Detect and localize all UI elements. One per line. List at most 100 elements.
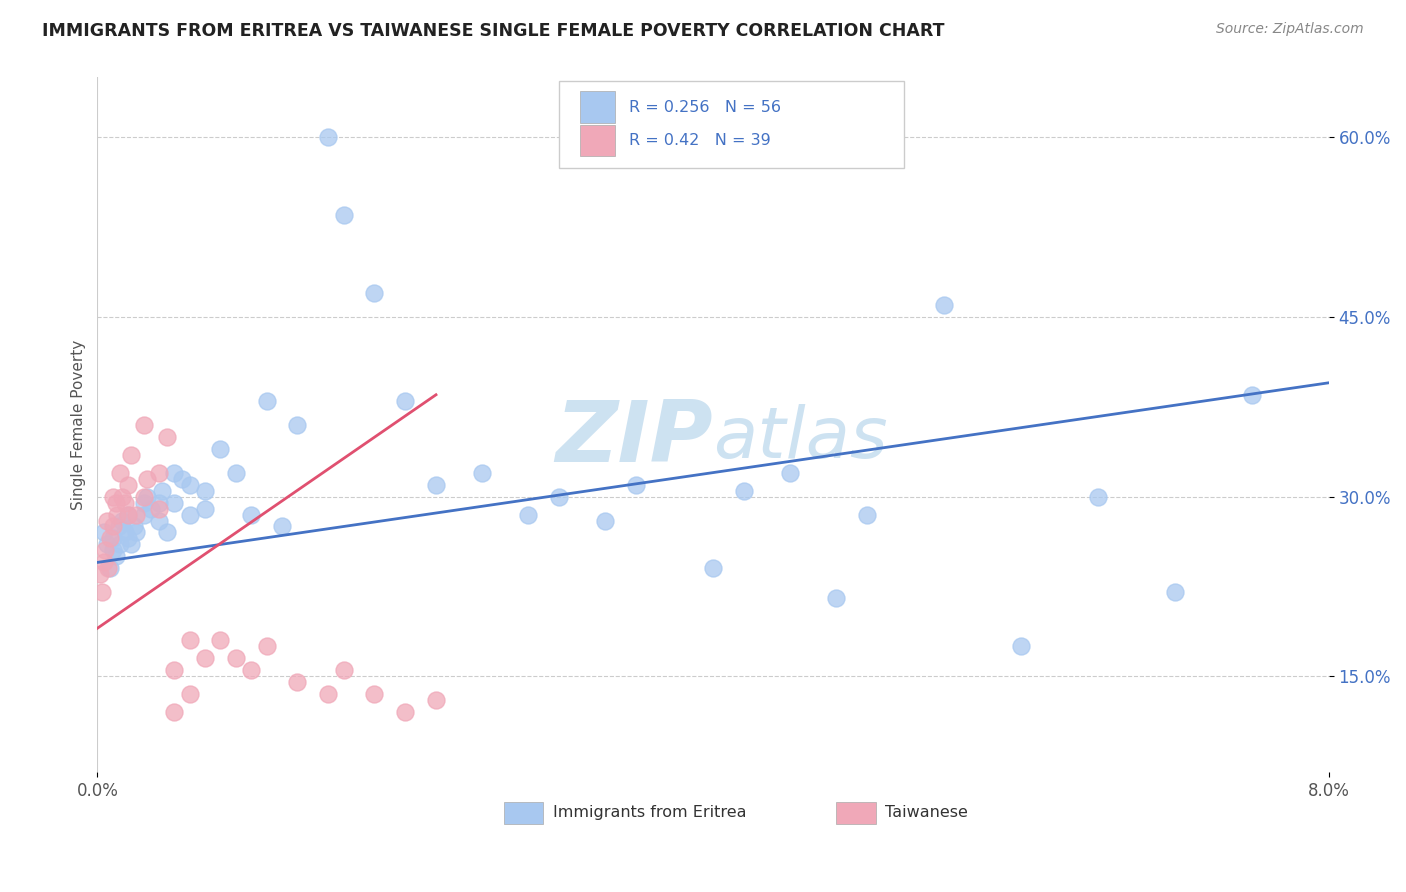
Point (101, 519, 124, 533)
Point (209, 442, 232, 456)
Point (825, 591, 848, 606)
Point (240, 663, 263, 677)
Point (702, 561, 724, 575)
Point (163, 495, 186, 509)
Point (93, 525, 115, 540)
Point (111, 514, 134, 528)
Point (170, 472, 193, 486)
Point (101, 543, 124, 558)
Point (316, 130, 339, 145)
Point (94, 543, 117, 558)
Point (132, 490, 155, 504)
Point (332, 208, 354, 222)
Point (96, 514, 118, 528)
Point (96, 537, 118, 551)
Point (148, 501, 170, 516)
Text: Taiwanese: Taiwanese (886, 805, 969, 821)
Point (105, 508, 128, 522)
Point (93, 556, 115, 570)
Point (111, 490, 134, 504)
Y-axis label: Single Female Poverty: Single Female Poverty (72, 340, 86, 510)
Point (394, 705, 416, 719)
Point (517, 508, 540, 522)
Point (194, 651, 217, 665)
Point (225, 651, 247, 665)
Point (132, 495, 155, 509)
Point (394, 393, 416, 408)
Point (108, 519, 131, 533)
Point (141, 501, 163, 516)
Point (114, 525, 136, 540)
Point (114, 495, 136, 509)
Point (332, 663, 354, 677)
Point (425, 693, 447, 707)
Point (225, 466, 247, 480)
Point (156, 525, 179, 540)
Point (125, 508, 148, 522)
Text: ZIP: ZIP (555, 397, 713, 480)
Point (132, 417, 155, 432)
Point (156, 430, 179, 444)
Text: R = 0.42   N = 39: R = 0.42 N = 39 (630, 133, 770, 148)
Point (256, 393, 278, 408)
Point (98, 532, 121, 546)
Point (97, 561, 120, 575)
Point (125, 525, 148, 540)
Point (101, 532, 124, 546)
Point (256, 639, 278, 653)
Text: IMMIGRANTS FROM ERITREA VS TAIWANESE SINGLE FEMALE POVERTY CORRELATION CHART: IMMIGRANTS FROM ERITREA VS TAIWANESE SIN… (42, 22, 945, 40)
Point (179, 508, 201, 522)
Point (209, 633, 232, 648)
Point (179, 477, 201, 491)
Point (471, 466, 494, 480)
Point (1087, 490, 1109, 504)
Point (135, 490, 157, 504)
Point (89, 567, 111, 582)
Point (135, 472, 157, 486)
Point (148, 495, 170, 509)
Point (124, 519, 146, 533)
Point (779, 466, 801, 480)
Point (548, 490, 571, 504)
Point (110, 537, 132, 551)
Point (163, 663, 186, 677)
Point (733, 483, 755, 498)
Point (163, 466, 186, 480)
Point (1240, 388, 1263, 402)
Text: Source: ZipAtlas.com: Source: ZipAtlas.com (1216, 22, 1364, 37)
Point (316, 687, 339, 701)
FancyBboxPatch shape (560, 81, 904, 168)
Point (117, 508, 139, 522)
Point (163, 705, 186, 719)
Point (363, 285, 385, 300)
Point (117, 532, 139, 546)
Point (91, 585, 114, 599)
Text: R = 0.256   N = 56: R = 0.256 N = 56 (630, 100, 782, 115)
FancyBboxPatch shape (837, 802, 876, 824)
Text: Immigrants from Eritrea: Immigrants from Eritrea (553, 805, 747, 821)
Point (194, 501, 217, 516)
Point (104, 495, 127, 509)
Point (110, 466, 132, 480)
Point (856, 508, 879, 522)
FancyBboxPatch shape (581, 91, 614, 122)
Point (194, 483, 217, 498)
Point (425, 477, 447, 491)
Point (363, 687, 385, 701)
Point (287, 417, 309, 432)
Point (932, 298, 955, 312)
Point (101, 490, 124, 504)
Point (595, 514, 617, 528)
Point (240, 508, 263, 522)
Point (1164, 585, 1187, 599)
Text: atlas: atlas (713, 404, 887, 473)
Point (148, 514, 170, 528)
Point (98, 561, 121, 575)
Point (1010, 639, 1032, 653)
Point (271, 519, 294, 533)
Point (120, 537, 142, 551)
Point (624, 477, 647, 491)
FancyBboxPatch shape (581, 125, 614, 156)
Point (150, 483, 173, 498)
Point (148, 466, 170, 480)
